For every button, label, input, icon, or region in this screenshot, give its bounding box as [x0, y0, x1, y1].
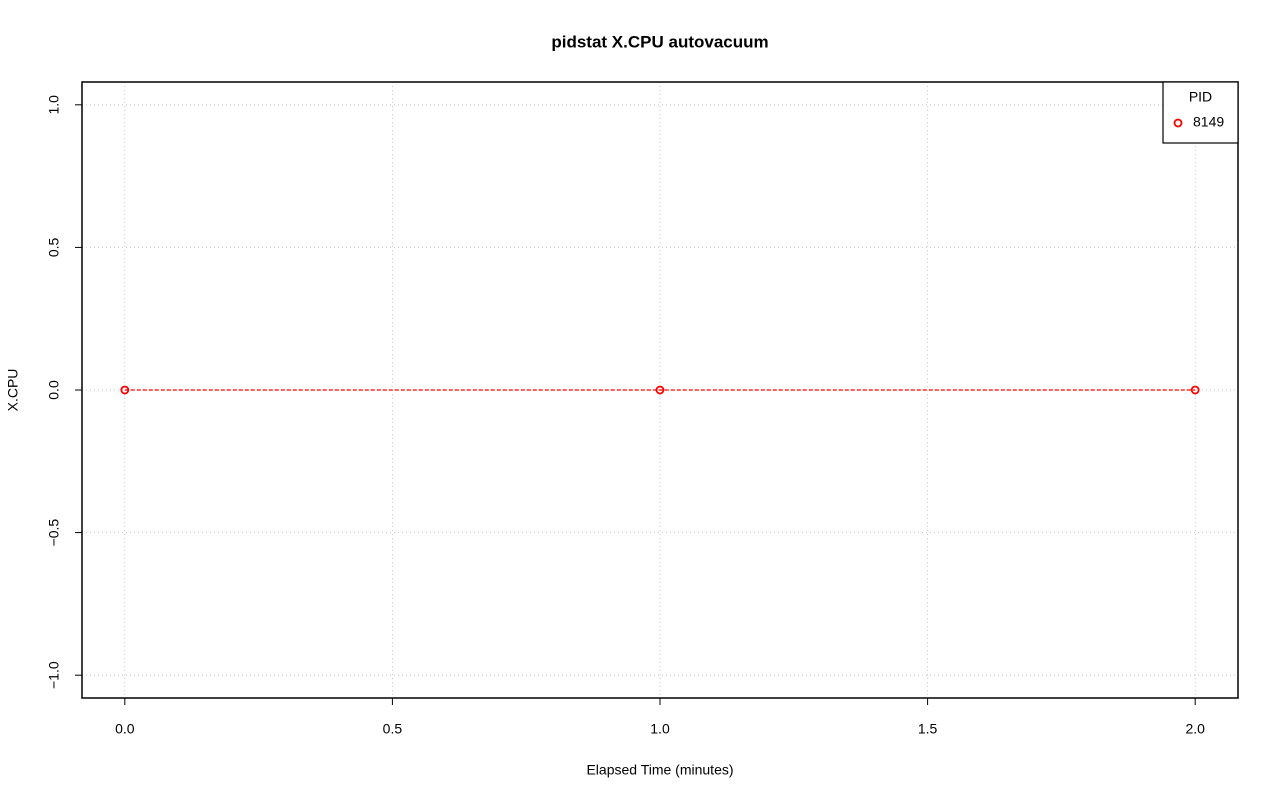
legend-marker: [1173, 118, 1183, 128]
legend-title: PID: [1189, 89, 1212, 105]
x-tick-label: 1.5: [918, 721, 938, 737]
x-axis-label: Elapsed Time (minutes): [586, 762, 733, 778]
chart-title: pidstat X.CPU autovacuum: [551, 32, 768, 51]
data-point: [1190, 385, 1200, 395]
data-point: [655, 385, 665, 395]
y-tick-label: −1.0: [46, 661, 62, 689]
y-axis-label: X.CPU: [5, 369, 21, 412]
data-point: [120, 385, 130, 395]
y-tick-label: −0.5: [46, 519, 62, 547]
x-tick-label: 0.0: [115, 721, 135, 737]
legend-label: 8149: [1193, 114, 1224, 130]
x-tick-label: 0.5: [383, 721, 403, 737]
y-tick-label: 0.0: [46, 380, 62, 400]
y-tick-label: 1.0: [46, 95, 62, 115]
x-tick-label: 2.0: [1185, 721, 1205, 737]
legend-box: [1162, 81, 1239, 144]
y-tick-label: 0.5: [46, 237, 62, 257]
plot-frame: [81, 81, 1239, 699]
x-tick-label: 1.0: [650, 721, 670, 737]
